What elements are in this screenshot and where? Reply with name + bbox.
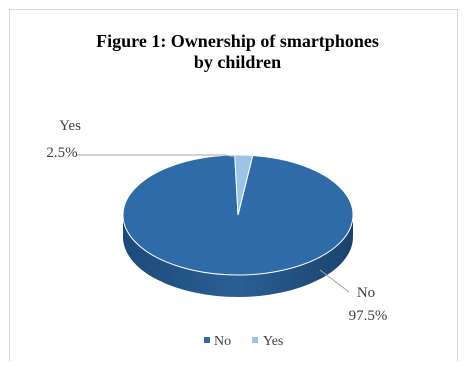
data-label-no-name: No — [357, 285, 375, 301]
chart-frame — [9, 9, 458, 361]
leader-line-no — [319, 269, 350, 293]
chart-title-line-1: Figure 1: Ownership of smartphones — [96, 31, 379, 51]
pie-slice-yes — [234, 154, 254, 216]
legend-label-no: No — [214, 334, 231, 349]
leader-line-yes — [77, 154, 236, 158]
chart-title-line-2: by children — [193, 52, 282, 72]
data-label-yes-name: Yes — [59, 118, 81, 134]
legend-swatch-no — [204, 337, 210, 343]
legend-label-yes: Yes — [263, 334, 283, 349]
data-label-no-value: 97.5% — [349, 308, 388, 324]
data-label-yes-value: 2.5% — [46, 145, 77, 161]
legend-swatch-yes — [252, 337, 258, 343]
pie-side-wall — [123, 215, 353, 297]
chart-title: Figure 1: Ownership of smartphones by ch… — [0, 31, 475, 73]
